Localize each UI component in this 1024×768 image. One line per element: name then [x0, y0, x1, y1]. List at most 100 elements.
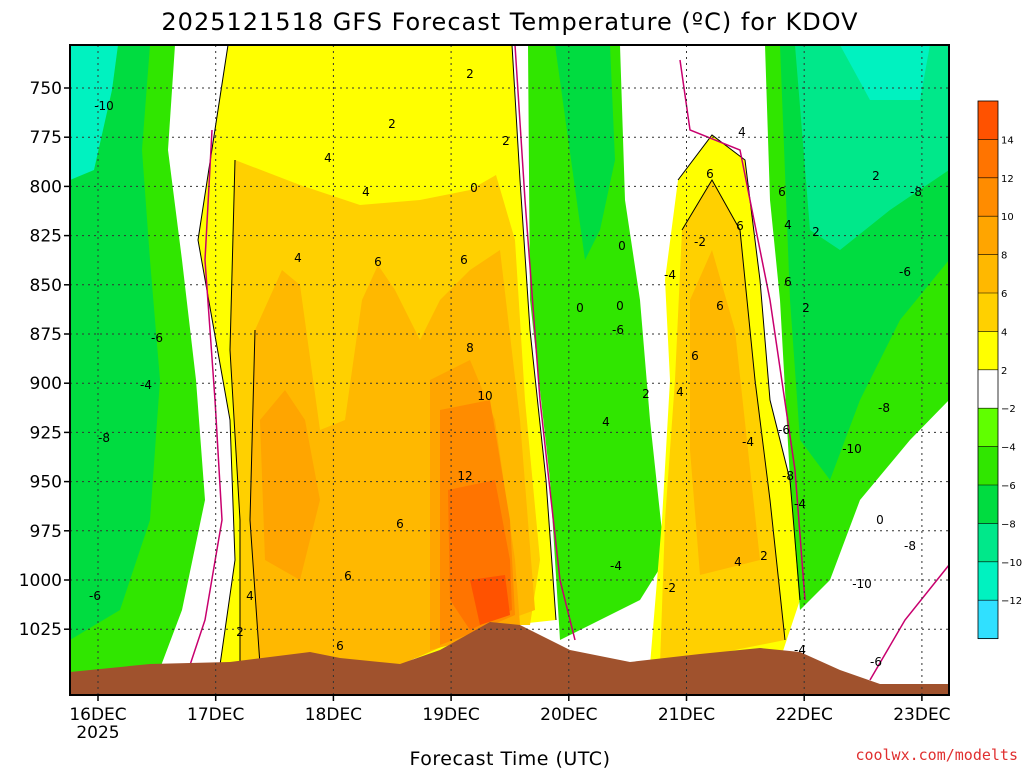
- x-tick-label: 17DEC: [187, 705, 244, 725]
- contour-label: -4: [794, 643, 806, 657]
- y-tick-label: 975: [30, 522, 62, 542]
- x-tick-label: 18DEC: [305, 705, 362, 725]
- colorbar-swatch: [978, 561, 998, 601]
- contour-label: 0: [618, 239, 626, 253]
- colorbar-swatch: [978, 446, 998, 486]
- colorbar-swatch: [978, 101, 998, 140]
- contour-label: 2: [802, 301, 810, 315]
- colorbar-label: 14: [1001, 135, 1014, 146]
- contour-label: 4: [784, 218, 792, 232]
- contour-label: 12: [457, 469, 472, 483]
- contour-label: 4: [738, 125, 746, 139]
- contour-label: -10: [852, 577, 872, 591]
- contour-label: -4: [664, 268, 676, 282]
- y-tick-label: 875: [30, 325, 62, 345]
- contour-label: 2: [760, 549, 768, 563]
- contour-label: -6: [89, 589, 101, 603]
- contour-label: 2: [466, 67, 474, 81]
- contour-warm-right-2: [511, 45, 557, 621]
- contour-label: 0: [876, 513, 884, 527]
- colorbar-label: 6: [1001, 289, 1007, 300]
- contour-label: 8: [466, 341, 474, 355]
- y-tick-label: 925: [30, 423, 62, 443]
- contour-4: [229, 159, 241, 665]
- contour-label: 4: [246, 589, 254, 603]
- y-tick-label: 950: [30, 473, 62, 493]
- contour-label: -8: [904, 539, 916, 553]
- y-axis: 750 775 800 825 850 875 900 925 950 975 1000 1025: [19, 79, 70, 640]
- contour-label: -6: [870, 655, 882, 669]
- plot-area: [70, 45, 949, 695]
- contour-label: 4: [676, 385, 684, 399]
- contour-label: -2: [694, 235, 706, 249]
- region-cold-left-core: [70, 45, 118, 180]
- region-cold-mid-outer: [528, 45, 665, 640]
- colorbar-label: 2: [1001, 366, 1007, 377]
- contour-labels: -10 -8 -6 -4 -6 2 4 2 4 4 2 0 4 6 6 6 6 6 8 10 12 6 4 6 4 2 -4 -2 -4…: [89, 67, 922, 669]
- contour-label: 6: [336, 639, 344, 653]
- contour-label: 0: [576, 301, 584, 315]
- x-tick-label: 21DEC: [658, 705, 715, 725]
- x-tick-label: 16DEC: [69, 705, 126, 725]
- contour-label: 4: [324, 151, 332, 165]
- x-tick-label: 23DEC: [893, 705, 950, 725]
- contour-zero-3: [679, 59, 806, 601]
- x-tick-label: 20DEC: [540, 705, 597, 725]
- terrain: [70, 622, 949, 695]
- contour-label: -8: [910, 185, 922, 199]
- colorbar-swatch: [978, 216, 998, 256]
- y-tick-label: 1000: [19, 571, 62, 591]
- contour-label: 6: [460, 253, 468, 267]
- colorbar-swatch: [978, 254, 998, 294]
- contour-label: -4: [794, 497, 806, 511]
- colorbar-swatch: [978, 408, 998, 448]
- colorbar-label: −6: [1001, 481, 1016, 492]
- colorbar-label: −10: [1001, 558, 1022, 569]
- contour-label: 6: [716, 299, 724, 313]
- contour-label: -6: [151, 331, 163, 345]
- contour-label: -4: [742, 435, 754, 449]
- contour-label: 2: [388, 117, 396, 131]
- contour-label: -6: [899, 265, 911, 279]
- contour-label: 6: [736, 219, 744, 233]
- colorbar-swatch: [978, 523, 998, 563]
- region-warm-14: [470, 575, 510, 625]
- y-tick-label: 775: [30, 128, 62, 148]
- contour-label: 2: [872, 169, 880, 183]
- x-axis: 16DEC 17DEC 18DEC 19DEC 20DEC 21DEC 22DEC 23DEC: [69, 695, 951, 725]
- x-tick-label: 22DEC: [776, 705, 833, 725]
- gridlines: [70, 45, 949, 695]
- contour-label: 0: [470, 181, 478, 195]
- contour-zero-2: [514, 45, 576, 641]
- colorbar-label: 8: [1001, 251, 1007, 262]
- contour-label: 4: [602, 415, 610, 429]
- y-tick-label: 1025: [19, 620, 62, 640]
- contour-label: -8: [782, 469, 794, 483]
- plot-frame: [69, 44, 950, 696]
- colorbar-swatch: [978, 600, 998, 640]
- colorbar-label: −12: [1001, 596, 1022, 607]
- colorbar-label: 12: [1001, 174, 1014, 185]
- y-tick-label: 800: [30, 177, 62, 197]
- colorbar-swatch: [978, 177, 998, 217]
- contour-zero-1: [189, 129, 223, 666]
- contour-label: 0: [616, 299, 624, 313]
- contour-tower-4: [681, 179, 786, 641]
- contour-tower-2: [677, 134, 801, 601]
- y-tick-label: 850: [30, 276, 62, 296]
- colorbar-swatch: [978, 139, 998, 179]
- contour-label: 2: [502, 134, 510, 148]
- contour-label: 2: [812, 225, 820, 239]
- contour-label: -10: [842, 442, 862, 456]
- contour-label: -8: [878, 401, 890, 415]
- contour-label: -10: [94, 99, 114, 113]
- colorbar: 14 12 10 8 6 4 2 −2 −4 −6 −8 −10 −12: [977, 100, 1022, 640]
- contour-label: -4: [140, 378, 152, 392]
- contour-label: 6: [778, 185, 786, 199]
- contour-label: 4: [734, 555, 742, 569]
- contour-label: 6: [344, 569, 352, 583]
- colorbar-swatch: [978, 369, 998, 409]
- contour-label: 6: [374, 255, 382, 269]
- contour-label: 6: [784, 275, 792, 289]
